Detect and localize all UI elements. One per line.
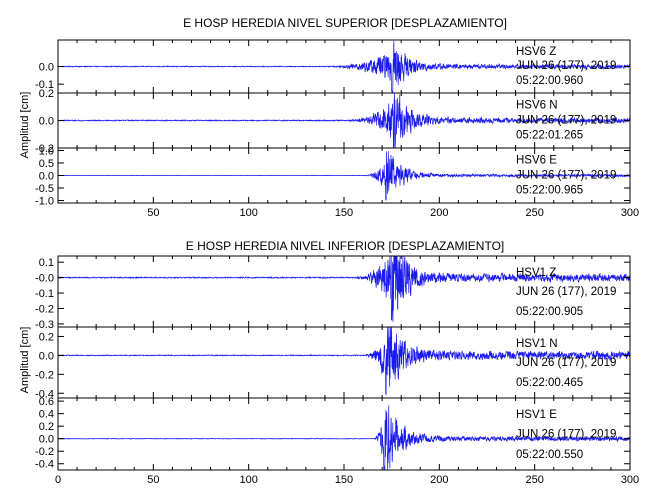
fig0-xtick-label: 200: [430, 207, 448, 219]
fig1-panel2-ytick-label: 0.4: [39, 409, 54, 421]
fig1-panel0-time-label: 05:22:00.905: [516, 306, 583, 318]
fig1-panel1-ytick-label: 0.0: [39, 350, 54, 362]
fig0-panel2-waveform: [57, 151, 631, 201]
fig0-panel2-ytick-label: 0.5: [39, 158, 54, 170]
fig0-xtick-label: 50: [147, 207, 159, 219]
fig1-panel2-ytick-label: 0.2: [39, 421, 54, 433]
fig0-panel1-waveform: [57, 93, 631, 149]
fig0-panel2-ytick-label: 1.0: [39, 146, 54, 158]
fig1-panel2-waveform: [57, 405, 631, 471]
fig1-panel1-waveform: [57, 327, 631, 395]
fig1-panel0-station-label: HSV1 Z: [516, 267, 556, 279]
fig1-xtick-label: 300: [621, 474, 639, 486]
fig1-panel1-ytick-label: -0.2: [35, 369, 54, 381]
fig0-panel2-ytick-label: -0.5: [35, 183, 54, 195]
lower-y-axis-label: Amplitud [cm]: [19, 327, 31, 394]
fig0-panel1-ytick-label: -0.2: [35, 143, 54, 155]
fig1-xtick-label: 0: [55, 474, 61, 486]
fig0-xtick-label: 100: [239, 207, 257, 219]
fig1-panel1-date-label: JUN 26 (177), 2019: [516, 357, 616, 369]
fig1-panel0-ytick-label: -0.2: [35, 303, 54, 315]
fig0-panel1-date-label: JUN 26 (177), 2019: [516, 114, 616, 126]
fig1-panel1-time-label: 05:22:00.465: [516, 377, 583, 389]
fig0-xtick-label: 300: [621, 207, 639, 219]
fig1-xtick-label: 150: [335, 474, 353, 486]
fig1-panel0-waveform: [57, 255, 631, 322]
fig0-panel1-station-label: HSV6 N: [516, 99, 558, 111]
fig0-panel0-ytick-label: 0.0: [39, 62, 54, 74]
fig1-panel2-ytick-label: -0.4: [35, 459, 54, 471]
fig0-xtick-label: 250: [525, 207, 543, 219]
fig0-panel2-date-label: JUN 26 (177), 2019: [516, 169, 616, 181]
fig0-xtick-label: 150: [335, 207, 353, 219]
fig0-panel0-waveform: [57, 40, 631, 93]
lower-figure-title: E HOSP HEREDIA NIVEL INFERIOR [DESPLAZAM…: [186, 239, 505, 253]
upper-figure-title: E HOSP HEREDIA NIVEL SUPERIOR [DESPLAZAM…: [183, 16, 507, 30]
fig1-panel0-ytick-label: 0.1: [39, 257, 54, 269]
fig1-panel2-ytick-label: 0.0: [39, 434, 54, 446]
fig1-xtick-label: 200: [430, 474, 448, 486]
fig0-panel0-date-label: JUN 26 (177), 2019: [516, 60, 616, 72]
fig1-panel2-time-label: 05:22:00.550: [516, 449, 583, 461]
fig0-panel0-ytick-label: -0.1: [35, 79, 54, 91]
fig1-xtick-label: 50: [147, 474, 159, 486]
fig0-panel2-ytick-label: 0.0: [39, 171, 54, 183]
fig1-panel1-ytick-label: 0.2: [39, 331, 54, 343]
fig0-panel1-ytick-label: 0.0: [39, 116, 54, 128]
fig1-xtick-label: 250: [525, 474, 543, 486]
fig1-xtick-label: 100: [239, 474, 257, 486]
fig0-panel1-ytick-label: 0.2: [39, 88, 54, 100]
fig1-panel2-date-label: JUN 26 (177), 2019: [516, 429, 616, 441]
fig1-panel0-date-label: JUN 26 (177), 2019: [516, 286, 616, 298]
fig1-panel0-ytick-label: -0.1: [35, 288, 54, 300]
upper-y-axis-label: Amplitud [cm]: [19, 92, 31, 159]
fig0-panel2-ytick-label: -1.0: [35, 196, 54, 208]
fig0-panel0-station-label: HSV6 Z: [516, 46, 556, 58]
fig1-panel1-ytick-label: -0.4: [35, 388, 54, 400]
fig0-panel2-station-label: HSV6 E: [516, 154, 557, 166]
fig1-panel0-ytick-label: -0.0: [35, 273, 54, 285]
fig1-panel0-ytick-label: -0.3: [35, 319, 54, 331]
fig0-panel0-time-label: 05:22:00.960: [516, 75, 583, 87]
fig1-panel2-ytick-label: -0.2: [35, 446, 54, 458]
fig1-panel2-ytick-label: 0.6: [39, 396, 54, 408]
fig1-panel1-station-label: HSV1 N: [516, 338, 558, 350]
fig1-panel2-station-label: HSV1 E: [516, 409, 557, 421]
fig0-panel1-time-label: 05:22:01.265: [516, 130, 583, 142]
fig0-panel2-time-label: 05:22:00.965: [516, 185, 583, 197]
